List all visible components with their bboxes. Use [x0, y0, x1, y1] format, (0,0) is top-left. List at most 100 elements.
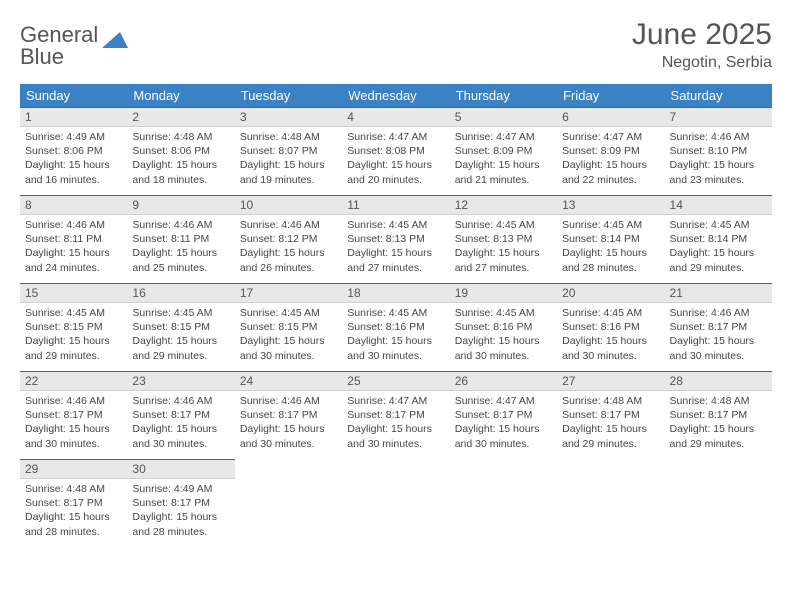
- calendar-body: 1Sunrise: 4:49 AMSunset: 8:06 PMDaylight…: [20, 107, 772, 547]
- month-title: June 2025: [632, 18, 772, 52]
- day-number: 15: [20, 283, 127, 303]
- day-number: 22: [20, 371, 127, 391]
- day-details: Sunrise: 4:48 AMSunset: 8:17 PMDaylight:…: [665, 391, 772, 455]
- calendar-table: SundayMondayTuesdayWednesdayThursdayFrid…: [20, 84, 772, 547]
- day-number: 19: [450, 283, 557, 303]
- day-details: Sunrise: 4:45 AMSunset: 8:15 PMDaylight:…: [127, 303, 234, 367]
- day-details: Sunrise: 4:45 AMSunset: 8:16 PMDaylight:…: [557, 303, 664, 367]
- day-number: 11: [342, 195, 449, 215]
- calendar-cell: 25Sunrise: 4:47 AMSunset: 8:17 PMDayligh…: [342, 371, 449, 459]
- calendar-cell: 24Sunrise: 4:46 AMSunset: 8:17 PMDayligh…: [235, 371, 342, 459]
- calendar-cell: ..: [342, 459, 449, 547]
- day-details: Sunrise: 4:45 AMSunset: 8:13 PMDaylight:…: [342, 215, 449, 279]
- weekday-header: Sunday: [20, 84, 127, 107]
- day-number: 8: [20, 195, 127, 215]
- calendar-cell: 20Sunrise: 4:45 AMSunset: 8:16 PMDayligh…: [557, 283, 664, 371]
- day-number: 16: [127, 283, 234, 303]
- day-details: Sunrise: 4:46 AMSunset: 8:11 PMDaylight:…: [127, 215, 234, 279]
- calendar-cell: 10Sunrise: 4:46 AMSunset: 8:12 PMDayligh…: [235, 195, 342, 283]
- day-details: Sunrise: 4:48 AMSunset: 8:17 PMDaylight:…: [20, 479, 127, 543]
- calendar-cell: 3Sunrise: 4:48 AMSunset: 8:07 PMDaylight…: [235, 107, 342, 195]
- day-number: 26: [450, 371, 557, 391]
- calendar-cell: 28Sunrise: 4:48 AMSunset: 8:17 PMDayligh…: [665, 371, 772, 459]
- location: Negotin, Serbia: [632, 54, 772, 72]
- calendar-cell: 5Sunrise: 4:47 AMSunset: 8:09 PMDaylight…: [450, 107, 557, 195]
- calendar-cell: ..: [665, 459, 772, 547]
- calendar-cell: 11Sunrise: 4:45 AMSunset: 8:13 PMDayligh…: [342, 195, 449, 283]
- weekday-header: Thursday: [450, 84, 557, 107]
- calendar-cell: 13Sunrise: 4:45 AMSunset: 8:14 PMDayligh…: [557, 195, 664, 283]
- day-number: 30: [127, 459, 234, 479]
- calendar-cell: 12Sunrise: 4:45 AMSunset: 8:13 PMDayligh…: [450, 195, 557, 283]
- day-details: Sunrise: 4:48 AMSunset: 8:07 PMDaylight:…: [235, 127, 342, 191]
- weekday-header: Wednesday: [342, 84, 449, 107]
- day-number: 3: [235, 107, 342, 127]
- day-number: 25: [342, 371, 449, 391]
- day-number: 14: [665, 195, 772, 215]
- day-details: Sunrise: 4:46 AMSunset: 8:11 PMDaylight:…: [20, 215, 127, 279]
- calendar-cell: ..: [557, 459, 664, 547]
- calendar-cell: 27Sunrise: 4:48 AMSunset: 8:17 PMDayligh…: [557, 371, 664, 459]
- calendar-cell: 16Sunrise: 4:45 AMSunset: 8:15 PMDayligh…: [127, 283, 234, 371]
- calendar-cell: 23Sunrise: 4:46 AMSunset: 8:17 PMDayligh…: [127, 371, 234, 459]
- day-details: Sunrise: 4:46 AMSunset: 8:12 PMDaylight:…: [235, 215, 342, 279]
- calendar-header-row: SundayMondayTuesdayWednesdayThursdayFrid…: [20, 84, 772, 107]
- calendar-cell: 14Sunrise: 4:45 AMSunset: 8:14 PMDayligh…: [665, 195, 772, 283]
- day-details: Sunrise: 4:46 AMSunset: 8:17 PMDaylight:…: [20, 391, 127, 455]
- title-block: June 2025 Negotin, Serbia: [632, 18, 772, 72]
- day-number: 29: [20, 459, 127, 479]
- day-details: Sunrise: 4:46 AMSunset: 8:17 PMDaylight:…: [235, 391, 342, 455]
- day-details: Sunrise: 4:45 AMSunset: 8:16 PMDaylight:…: [450, 303, 557, 367]
- calendar-week-row: 29Sunrise: 4:48 AMSunset: 8:17 PMDayligh…: [20, 459, 772, 547]
- day-details: Sunrise: 4:46 AMSunset: 8:17 PMDaylight:…: [127, 391, 234, 455]
- weekday-header: Monday: [127, 84, 234, 107]
- calendar-week-row: 1Sunrise: 4:49 AMSunset: 8:06 PMDaylight…: [20, 107, 772, 195]
- calendar-cell: 6Sunrise: 4:47 AMSunset: 8:09 PMDaylight…: [557, 107, 664, 195]
- day-number: 7: [665, 107, 772, 127]
- day-details: Sunrise: 4:46 AMSunset: 8:10 PMDaylight:…: [665, 127, 772, 191]
- calendar-cell: 15Sunrise: 4:45 AMSunset: 8:15 PMDayligh…: [20, 283, 127, 371]
- day-number: 10: [235, 195, 342, 215]
- day-number: 1: [20, 107, 127, 127]
- day-number: 20: [557, 283, 664, 303]
- day-details: Sunrise: 4:47 AMSunset: 8:17 PMDaylight:…: [342, 391, 449, 455]
- day-number: 28: [665, 371, 772, 391]
- calendar-cell: 30Sunrise: 4:49 AMSunset: 8:17 PMDayligh…: [127, 459, 234, 547]
- calendar-cell: 8Sunrise: 4:46 AMSunset: 8:11 PMDaylight…: [20, 195, 127, 283]
- day-number: 5: [450, 107, 557, 127]
- calendar-week-row: 22Sunrise: 4:46 AMSunset: 8:17 PMDayligh…: [20, 371, 772, 459]
- calendar-cell: 2Sunrise: 4:48 AMSunset: 8:06 PMDaylight…: [127, 107, 234, 195]
- day-details: Sunrise: 4:49 AMSunset: 8:06 PMDaylight:…: [20, 127, 127, 191]
- day-number: 21: [665, 283, 772, 303]
- day-details: Sunrise: 4:48 AMSunset: 8:06 PMDaylight:…: [127, 127, 234, 191]
- calendar-cell: 21Sunrise: 4:46 AMSunset: 8:17 PMDayligh…: [665, 283, 772, 371]
- day-number: 12: [450, 195, 557, 215]
- day-details: Sunrise: 4:45 AMSunset: 8:14 PMDaylight:…: [665, 215, 772, 279]
- logo-triangle-icon: [102, 30, 128, 55]
- calendar-cell: 17Sunrise: 4:45 AMSunset: 8:15 PMDayligh…: [235, 283, 342, 371]
- day-number: 18: [342, 283, 449, 303]
- calendar-week-row: 15Sunrise: 4:45 AMSunset: 8:15 PMDayligh…: [20, 283, 772, 371]
- day-number: 4: [342, 107, 449, 127]
- day-number: 13: [557, 195, 664, 215]
- calendar-cell: 9Sunrise: 4:46 AMSunset: 8:11 PMDaylight…: [127, 195, 234, 283]
- calendar-cell: 7Sunrise: 4:46 AMSunset: 8:10 PMDaylight…: [665, 107, 772, 195]
- calendar-cell: 4Sunrise: 4:47 AMSunset: 8:08 PMDaylight…: [342, 107, 449, 195]
- calendar-cell: 22Sunrise: 4:46 AMSunset: 8:17 PMDayligh…: [20, 371, 127, 459]
- day-details: Sunrise: 4:45 AMSunset: 8:15 PMDaylight:…: [20, 303, 127, 367]
- day-details: Sunrise: 4:47 AMSunset: 8:08 PMDaylight:…: [342, 127, 449, 191]
- calendar-cell: 1Sunrise: 4:49 AMSunset: 8:06 PMDaylight…: [20, 107, 127, 195]
- day-details: Sunrise: 4:47 AMSunset: 8:17 PMDaylight:…: [450, 391, 557, 455]
- calendar-cell: 19Sunrise: 4:45 AMSunset: 8:16 PMDayligh…: [450, 283, 557, 371]
- day-number: 6: [557, 107, 664, 127]
- day-details: Sunrise: 4:46 AMSunset: 8:17 PMDaylight:…: [665, 303, 772, 367]
- brand-word1: General: [20, 24, 98, 46]
- day-number: 27: [557, 371, 664, 391]
- calendar-cell: ..: [450, 459, 557, 547]
- calendar-cell: 26Sunrise: 4:47 AMSunset: 8:17 PMDayligh…: [450, 371, 557, 459]
- weekday-header: Tuesday: [235, 84, 342, 107]
- calendar-cell: 18Sunrise: 4:45 AMSunset: 8:16 PMDayligh…: [342, 283, 449, 371]
- calendar-cell: 29Sunrise: 4:48 AMSunset: 8:17 PMDayligh…: [20, 459, 127, 547]
- day-number: 24: [235, 371, 342, 391]
- day-number: 2: [127, 107, 234, 127]
